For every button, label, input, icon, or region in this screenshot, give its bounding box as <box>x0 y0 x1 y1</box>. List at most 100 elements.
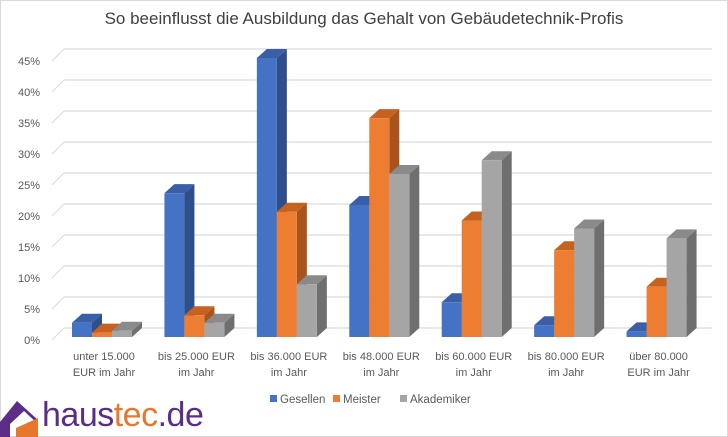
y-axis-ticks: 0% 5% 10% 15% 20% 25% 30% 35% 40% 45% <box>18 56 40 347</box>
bar-front <box>369 118 390 337</box>
bar-side <box>184 184 195 337</box>
y-tick-label: 25% <box>18 180 40 192</box>
gridline-depth <box>51 296 65 310</box>
legend: Gesellen Meister Akademiker <box>270 394 471 406</box>
legend-item: Meister <box>333 394 381 406</box>
bar-front <box>184 315 205 337</box>
bar-top <box>276 202 307 212</box>
gridline-depth <box>51 327 65 341</box>
legend-item: Gesellen <box>270 394 325 406</box>
bar-top <box>256 49 287 58</box>
bar-front <box>92 332 112 337</box>
y-tick-label: 45% <box>18 56 40 68</box>
bar-side <box>132 321 142 337</box>
bar-front <box>204 322 225 337</box>
bar-front <box>276 211 297 337</box>
x-tick-label: EUR im Jahr <box>627 367 690 379</box>
bar-top <box>204 313 235 323</box>
y-tick-label: 15% <box>18 242 40 254</box>
bar <box>574 219 605 337</box>
bar-top <box>112 321 142 331</box>
x-tick-label: im Jahr <box>178 367 214 379</box>
x-tick-label: im Jahr <box>363 367 399 379</box>
bar-front <box>646 286 667 337</box>
bar-front <box>461 220 482 337</box>
bar-top <box>296 275 327 285</box>
legend-swatch <box>270 395 277 402</box>
bar-side <box>501 151 512 337</box>
legend-item: Akademiker <box>400 394 471 406</box>
x-tick-label: über 80.000 <box>629 351 688 363</box>
bar-top <box>481 151 512 161</box>
bar <box>481 151 512 337</box>
chart-title: So beeinflusst die Ausbildung das Gehalt… <box>104 9 624 28</box>
y-tick-label: 20% <box>18 211 40 223</box>
bar-top <box>184 306 215 316</box>
bar-side <box>316 275 327 337</box>
x-tick-label: im Jahr <box>548 367 584 379</box>
x-tick-label: bis 60.000 EUR <box>435 351 512 363</box>
bar-front <box>481 160 502 337</box>
bar-front <box>256 58 277 337</box>
bar-side <box>686 229 697 337</box>
bar-top <box>574 219 605 229</box>
legend-label: Meister <box>343 394 381 406</box>
legend-swatch <box>333 395 340 402</box>
bar-top <box>369 109 400 119</box>
y-tick-label: 40% <box>18 87 40 99</box>
legend-swatch <box>400 395 407 402</box>
x-tick-label: im Jahr <box>456 367 492 379</box>
x-tick-label: im Jahr <box>271 367 307 379</box>
gridline-depth <box>51 203 65 217</box>
gridline-depth <box>51 172 65 186</box>
bar-front <box>72 322 92 337</box>
bar-front <box>574 228 595 337</box>
y-tick-label: 0% <box>24 335 40 347</box>
bar-side <box>409 164 420 337</box>
gridline-depth <box>51 110 65 124</box>
gridline-depth <box>51 141 65 155</box>
x-tick-label: unter 15.000 <box>73 351 135 363</box>
bar-front <box>441 302 462 337</box>
logo-wordmark: haustec.de <box>42 396 204 434</box>
gridline-depth <box>51 48 65 62</box>
y-tick-label: 5% <box>24 304 40 316</box>
house-icon <box>0 401 38 437</box>
x-tick-label: bis 36.000 EUR <box>250 351 327 363</box>
y-tick-label: 30% <box>18 149 40 161</box>
bars <box>72 49 697 337</box>
gridline-depth <box>51 265 65 279</box>
x-tick-label: bis 25.000 EUR <box>158 351 235 363</box>
bar-front <box>626 331 647 337</box>
y-tick-label: 35% <box>18 118 40 130</box>
legend-label: Akademiker <box>410 394 471 406</box>
x-tick-label: EUR im Jahr <box>73 367 136 379</box>
bar <box>666 229 697 337</box>
x-axis-labels: unter 15.000 EUR im Jahr bis 25.000 EUR im … <box>73 351 690 379</box>
bar-side <box>594 219 605 337</box>
bar <box>112 321 142 337</box>
bar-front <box>349 204 370 337</box>
bar-side <box>224 313 235 337</box>
bar-top <box>164 184 195 194</box>
x-tick-label: bis 80.000 EUR <box>528 351 605 363</box>
gridline-depth <box>51 79 65 93</box>
gridline-depth <box>51 234 65 248</box>
bar-front <box>112 330 132 337</box>
bar-front <box>666 238 687 337</box>
bar <box>164 184 195 337</box>
x-tick-label: bis 48.000 EUR <box>343 351 420 363</box>
y-tick-label: 10% <box>18 273 40 285</box>
bar-top <box>389 164 420 174</box>
bar-top <box>72 313 102 323</box>
bar-front <box>164 193 185 337</box>
bar-front <box>534 325 555 337</box>
bar-front <box>554 250 575 337</box>
bar <box>204 313 235 337</box>
bar-top <box>666 229 697 239</box>
bar-front <box>296 284 317 337</box>
bar <box>389 164 420 337</box>
bar <box>296 275 327 337</box>
bar-front <box>389 173 410 337</box>
